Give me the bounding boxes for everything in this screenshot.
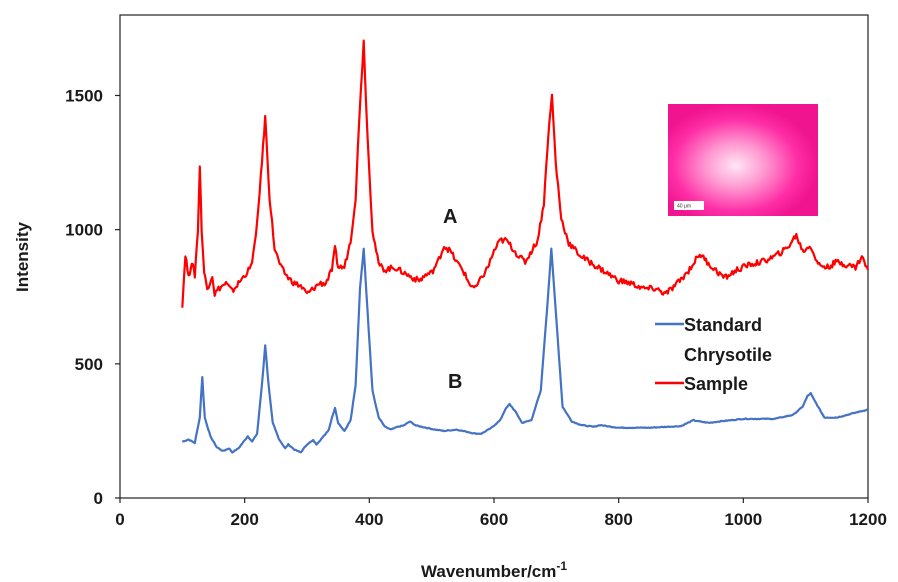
series-line-standard-chrysotile bbox=[181, 247, 869, 454]
x-tick-label: 1200 bbox=[849, 510, 887, 529]
legend: Standard Chrysotile Sample bbox=[655, 315, 772, 394]
legend-label-standard-line2: Chrysotile bbox=[684, 345, 772, 365]
y-tick-label: 500 bbox=[75, 355, 103, 374]
axes: 0 200 400 600 800 1000 1200 0 500 1000 1500 bbox=[65, 14, 887, 529]
series-a-annotation: A bbox=[443, 206, 457, 228]
legend-label-sample: Sample bbox=[684, 374, 748, 394]
x-axis-title: Wavenumber/cm-1 bbox=[421, 559, 567, 581]
series-layer bbox=[181, 39, 870, 454]
y-tick-label: 0 bbox=[94, 489, 103, 508]
inset-scale-label: 40 μm bbox=[677, 204, 691, 210]
x-tick-label: 600 bbox=[480, 510, 508, 529]
y-axis-title: Intensity bbox=[13, 222, 32, 292]
series-line-sample bbox=[181, 39, 870, 308]
x-tick-label: 0 bbox=[115, 510, 124, 529]
inset-image bbox=[668, 104, 818, 216]
x-tick-label: 800 bbox=[604, 510, 632, 529]
x-tick-label: 400 bbox=[355, 510, 383, 529]
inset-micrograph: 40 μm bbox=[668, 104, 818, 216]
series-b-annotation: B bbox=[448, 371, 462, 393]
x-tick-label: 1000 bbox=[724, 510, 762, 529]
y-tick-label: 1500 bbox=[65, 87, 103, 106]
legend-label-standard-line1: Standard bbox=[684, 315, 762, 335]
y-tick-label: 1000 bbox=[65, 221, 103, 240]
inset-scale-box bbox=[674, 201, 704, 210]
x-axis-title-superscript: -1 bbox=[556, 559, 567, 573]
x-tick-label: 200 bbox=[230, 510, 258, 529]
